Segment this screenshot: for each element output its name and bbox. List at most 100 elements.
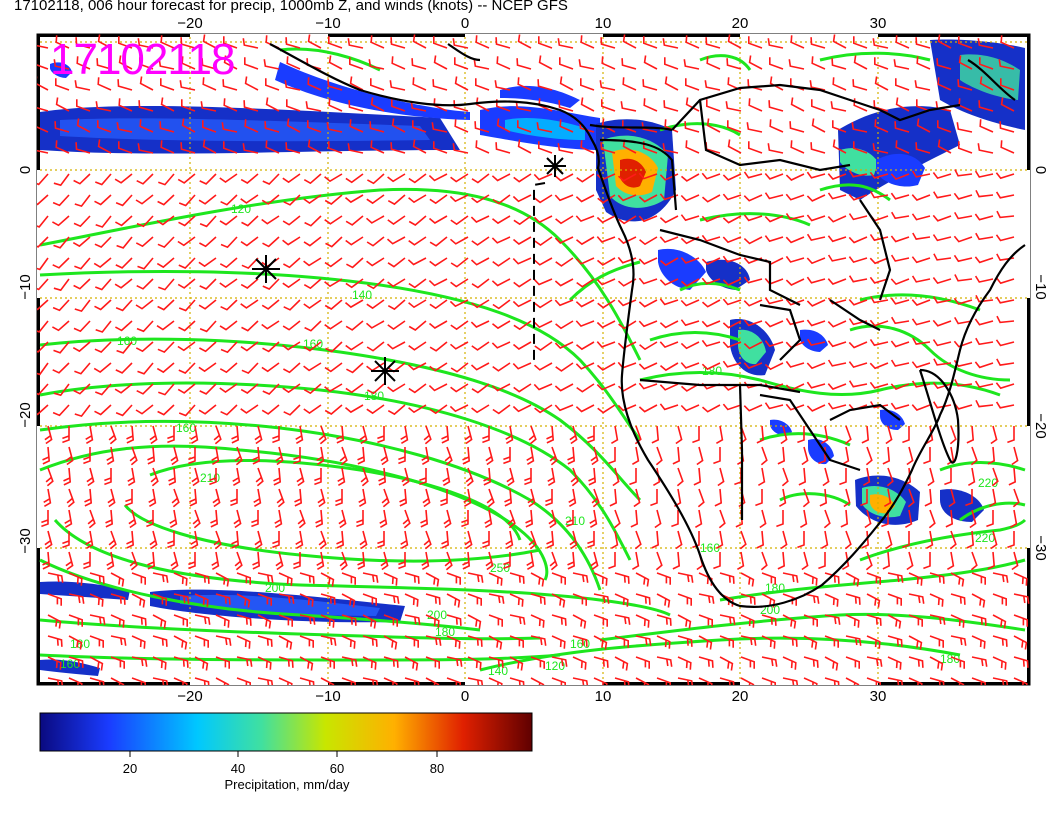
wind-barb xyxy=(446,572,461,585)
wind-barb xyxy=(656,593,671,608)
wind-barb xyxy=(199,278,217,290)
wind-barb xyxy=(509,635,524,648)
wind-barb xyxy=(307,139,322,154)
wind-barb xyxy=(827,297,847,305)
wind-barb xyxy=(612,467,620,487)
wind-barb xyxy=(243,100,259,112)
wind-barb xyxy=(970,446,978,466)
wind-barb xyxy=(727,120,742,133)
wind-barb xyxy=(820,425,829,444)
wind-barb xyxy=(555,215,574,225)
wind-barb xyxy=(526,446,535,465)
wind-barb xyxy=(449,341,469,350)
wind-barb xyxy=(965,489,973,507)
wind-barb xyxy=(296,467,305,487)
wind-barb xyxy=(659,298,679,306)
wind-barb xyxy=(811,118,826,133)
wind-barb xyxy=(391,56,406,70)
wind-barb xyxy=(450,278,469,288)
wind-barb xyxy=(152,635,168,647)
wind-barb xyxy=(408,215,427,226)
wind-barb xyxy=(254,425,263,445)
wind-barb xyxy=(362,593,377,606)
wind-barb xyxy=(37,257,49,271)
wind-barb xyxy=(659,193,679,201)
wind-barb xyxy=(706,118,721,133)
wind-barb xyxy=(517,120,532,133)
wind-barb xyxy=(890,173,910,181)
wind-barb xyxy=(635,677,650,685)
wind-barb xyxy=(643,36,658,49)
wind-barb xyxy=(575,320,595,328)
wind-barb xyxy=(760,446,768,466)
wind-barb xyxy=(533,173,553,181)
wind-barb xyxy=(995,382,1015,390)
wind-barb xyxy=(171,488,180,508)
wind-barb xyxy=(895,35,910,49)
wind-barb xyxy=(369,121,385,133)
wind-barb xyxy=(450,362,469,373)
wind-barb xyxy=(115,215,133,227)
wind-barb xyxy=(992,656,1007,670)
wind-barb xyxy=(575,236,595,246)
wind-barb xyxy=(551,677,566,685)
wind-barb xyxy=(831,58,847,70)
wind-barb xyxy=(870,296,889,304)
wind-barb xyxy=(840,509,849,528)
wind-barb xyxy=(152,677,169,685)
wind-barb xyxy=(551,635,566,649)
wind-barb xyxy=(198,257,217,268)
wind-barb xyxy=(1000,97,1015,112)
colorbar-tick-label: 60 xyxy=(330,761,344,776)
wind-barb xyxy=(345,341,364,351)
wind-barb xyxy=(400,425,409,444)
wind-barb xyxy=(54,121,70,133)
wind-barb xyxy=(44,425,53,445)
wind-barb xyxy=(192,509,201,529)
contour-label: 160 xyxy=(700,541,720,555)
wind-barb xyxy=(346,362,364,374)
wind-barb xyxy=(118,55,133,70)
wind-barb xyxy=(201,58,217,70)
wind-barb xyxy=(893,59,910,70)
wind-barb xyxy=(513,215,532,226)
wind-barb xyxy=(94,194,112,206)
wind-barb xyxy=(995,234,1015,242)
wind-barb xyxy=(551,614,567,626)
wind-barb xyxy=(554,173,574,182)
wind-barb xyxy=(37,149,49,154)
wind-barb xyxy=(525,509,534,528)
wind-barb xyxy=(610,530,619,549)
wind-barb xyxy=(701,234,721,242)
wind-barb xyxy=(387,320,406,330)
wind-barb xyxy=(652,467,661,486)
wind-barb xyxy=(257,677,274,685)
wind-barb xyxy=(912,232,931,240)
wind-barb xyxy=(572,593,587,606)
wind-barb xyxy=(240,236,259,247)
wind-barb xyxy=(576,173,595,183)
wind-barb xyxy=(339,446,348,466)
wind-barb xyxy=(932,214,952,222)
wind-barb xyxy=(797,426,805,444)
wind-barb xyxy=(801,446,809,466)
wind-barb xyxy=(429,404,448,415)
wind-barb xyxy=(128,509,137,529)
wind-barb xyxy=(471,173,490,184)
wind-barb xyxy=(953,235,973,243)
wind-barb xyxy=(929,614,946,625)
wind-barb xyxy=(974,275,994,283)
wind-barb xyxy=(283,299,301,311)
wind-barb xyxy=(719,572,735,584)
wind-barb xyxy=(223,98,238,112)
wind-barb xyxy=(827,359,847,367)
wind-barb xyxy=(199,173,217,185)
wind-barb xyxy=(1009,509,1018,528)
wind-barb xyxy=(937,34,952,49)
wind-barb xyxy=(326,122,343,133)
wind-barb xyxy=(404,635,419,648)
wind-barb xyxy=(149,425,158,445)
wind-barb xyxy=(1011,446,1019,466)
wind-barb xyxy=(75,37,91,49)
wind-barb xyxy=(533,278,553,286)
